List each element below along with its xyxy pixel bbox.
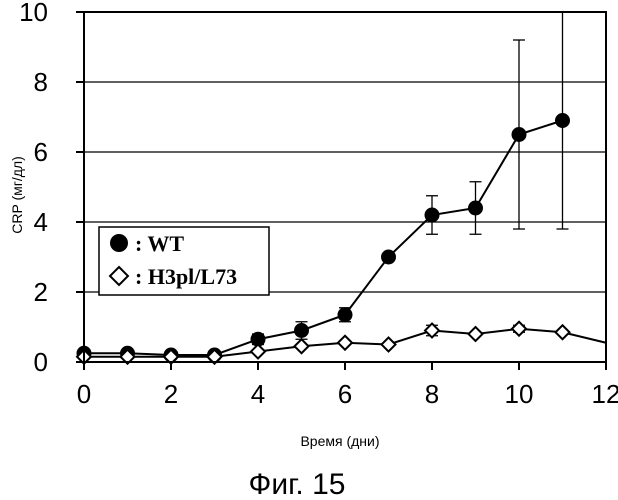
data-point-wt: [338, 307, 353, 322]
x-tick-label: 2: [164, 379, 178, 409]
figure-caption: Фиг. 15: [249, 468, 346, 500]
x-axis-label: Время (дни): [300, 433, 379, 449]
x-tick-label: 6: [338, 379, 352, 409]
data-point-wt: [512, 127, 527, 142]
data-point-h3pl-l73: [251, 345, 265, 359]
data-point-wt: [468, 201, 483, 216]
legend-h3-label: : H3pl/L73: [135, 264, 237, 289]
data-point-wt: [294, 323, 309, 338]
legend-wt-label: : WT: [135, 231, 184, 256]
x-tick-label: 0: [77, 379, 91, 409]
x-tick-label: 8: [425, 379, 439, 409]
y-tick-label: 4: [34, 207, 48, 237]
data-point-h3pl-l73: [295, 339, 309, 353]
data-point-wt: [555, 113, 570, 128]
x-tick-label: 12: [592, 379, 618, 409]
axis-ticks: 0 2 4 6 8 10 0 2 4 6 8 10 12: [19, 0, 618, 409]
y-tick-label: 0: [34, 347, 48, 377]
y-tick-label: 10: [19, 0, 48, 27]
x-tick-label: 4: [251, 379, 265, 409]
series-wt: [77, 12, 571, 363]
data-point-h3pl-l73: [338, 336, 352, 350]
y-axis-label: CRP (мг/дл): [9, 156, 25, 233]
data-point-h3pl-l73: [382, 338, 396, 352]
data-point-h3pl-l73: [469, 327, 483, 341]
series-h3pl-l73: [77, 322, 606, 364]
legend-wt-marker: [110, 234, 128, 252]
x-tick-label: 10: [505, 379, 534, 409]
legend: : WT : H3pl/L73: [99, 227, 269, 295]
y-tick-label: 6: [34, 137, 48, 167]
data-point-wt: [425, 208, 440, 223]
data-point-h3pl-l73: [556, 325, 570, 339]
y-tick-label: 2: [34, 277, 48, 307]
data-point-h3pl-l73: [512, 322, 526, 336]
y-tick-label: 8: [34, 67, 48, 97]
data-point-wt: [381, 250, 396, 265]
